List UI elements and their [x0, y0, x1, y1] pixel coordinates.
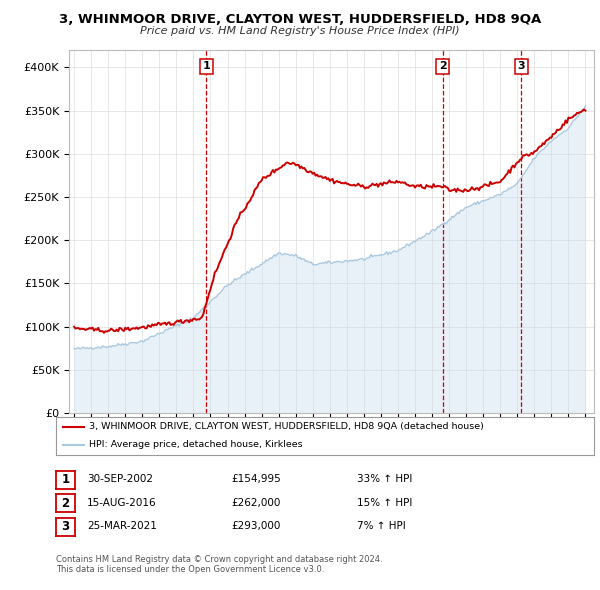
- Text: 7% ↑ HPI: 7% ↑ HPI: [357, 522, 406, 531]
- Text: 3: 3: [61, 520, 70, 533]
- Text: 15% ↑ HPI: 15% ↑ HPI: [357, 498, 412, 507]
- Text: 25-MAR-2021: 25-MAR-2021: [87, 522, 157, 531]
- Text: This data is licensed under the Open Government Licence v3.0.: This data is licensed under the Open Gov…: [56, 565, 324, 574]
- Text: Price paid vs. HM Land Registry's House Price Index (HPI): Price paid vs. HM Land Registry's House …: [140, 26, 460, 36]
- Text: 2: 2: [61, 497, 70, 510]
- Text: HPI: Average price, detached house, Kirklees: HPI: Average price, detached house, Kirk…: [89, 440, 303, 449]
- Text: 3, WHINMOOR DRIVE, CLAYTON WEST, HUDDERSFIELD, HD8 9QA (detached house): 3, WHINMOOR DRIVE, CLAYTON WEST, HUDDERS…: [89, 422, 484, 431]
- Text: 1: 1: [61, 473, 70, 486]
- Text: 2: 2: [439, 61, 446, 71]
- Text: 3, WHINMOOR DRIVE, CLAYTON WEST, HUDDERSFIELD, HD8 9QA: 3, WHINMOOR DRIVE, CLAYTON WEST, HUDDERS…: [59, 13, 541, 26]
- Text: 33% ↑ HPI: 33% ↑ HPI: [357, 474, 412, 484]
- Text: £262,000: £262,000: [231, 498, 280, 507]
- Text: 15-AUG-2016: 15-AUG-2016: [87, 498, 157, 507]
- Text: 30-SEP-2002: 30-SEP-2002: [87, 474, 153, 484]
- Text: £154,995: £154,995: [231, 474, 281, 484]
- Text: 1: 1: [202, 61, 210, 71]
- Text: 3: 3: [517, 61, 525, 71]
- Text: £293,000: £293,000: [231, 522, 280, 531]
- Text: Contains HM Land Registry data © Crown copyright and database right 2024.: Contains HM Land Registry data © Crown c…: [56, 555, 382, 563]
